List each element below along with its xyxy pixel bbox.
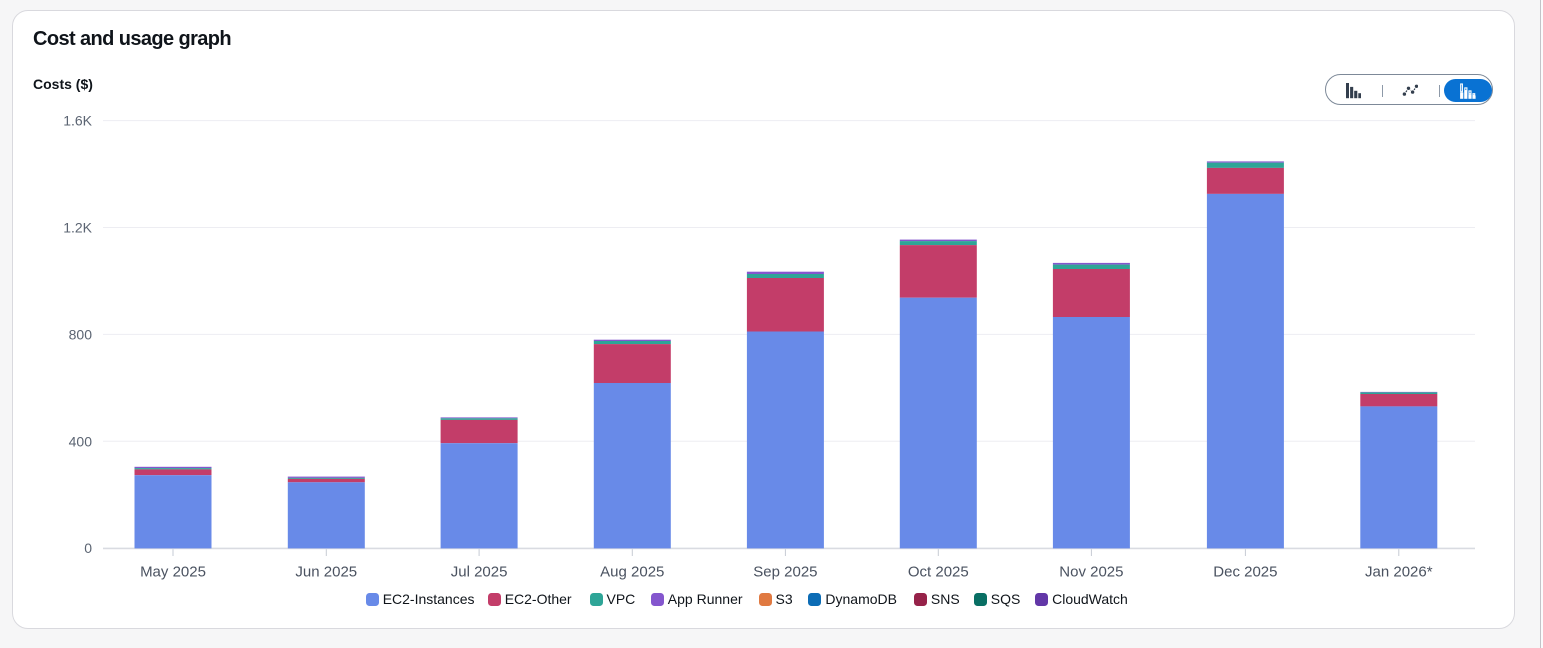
svg-text:1.2K: 1.2K <box>63 220 92 236</box>
svg-text:Nov 2025: Nov 2025 <box>1059 564 1123 581</box>
svg-text:400: 400 <box>69 433 93 449</box>
svg-text:Sep 2025: Sep 2025 <box>753 564 817 581</box>
svg-text:800: 800 <box>69 326 93 342</box>
svg-text:Jul 2025: Jul 2025 <box>451 564 508 581</box>
svg-text:Aug 2025: Aug 2025 <box>600 564 664 581</box>
svg-text:1.6K: 1.6K <box>63 113 92 129</box>
svg-text:0: 0 <box>84 540 92 556</box>
svg-text:Jun 2025: Jun 2025 <box>295 564 357 581</box>
svg-text:Dec 2025: Dec 2025 <box>1213 564 1277 581</box>
svg-text:Oct 2025: Oct 2025 <box>908 564 969 581</box>
svg-text:May 2025: May 2025 <box>140 564 206 581</box>
svg-text:Jan 2026*: Jan 2026* <box>1365 564 1433 581</box>
